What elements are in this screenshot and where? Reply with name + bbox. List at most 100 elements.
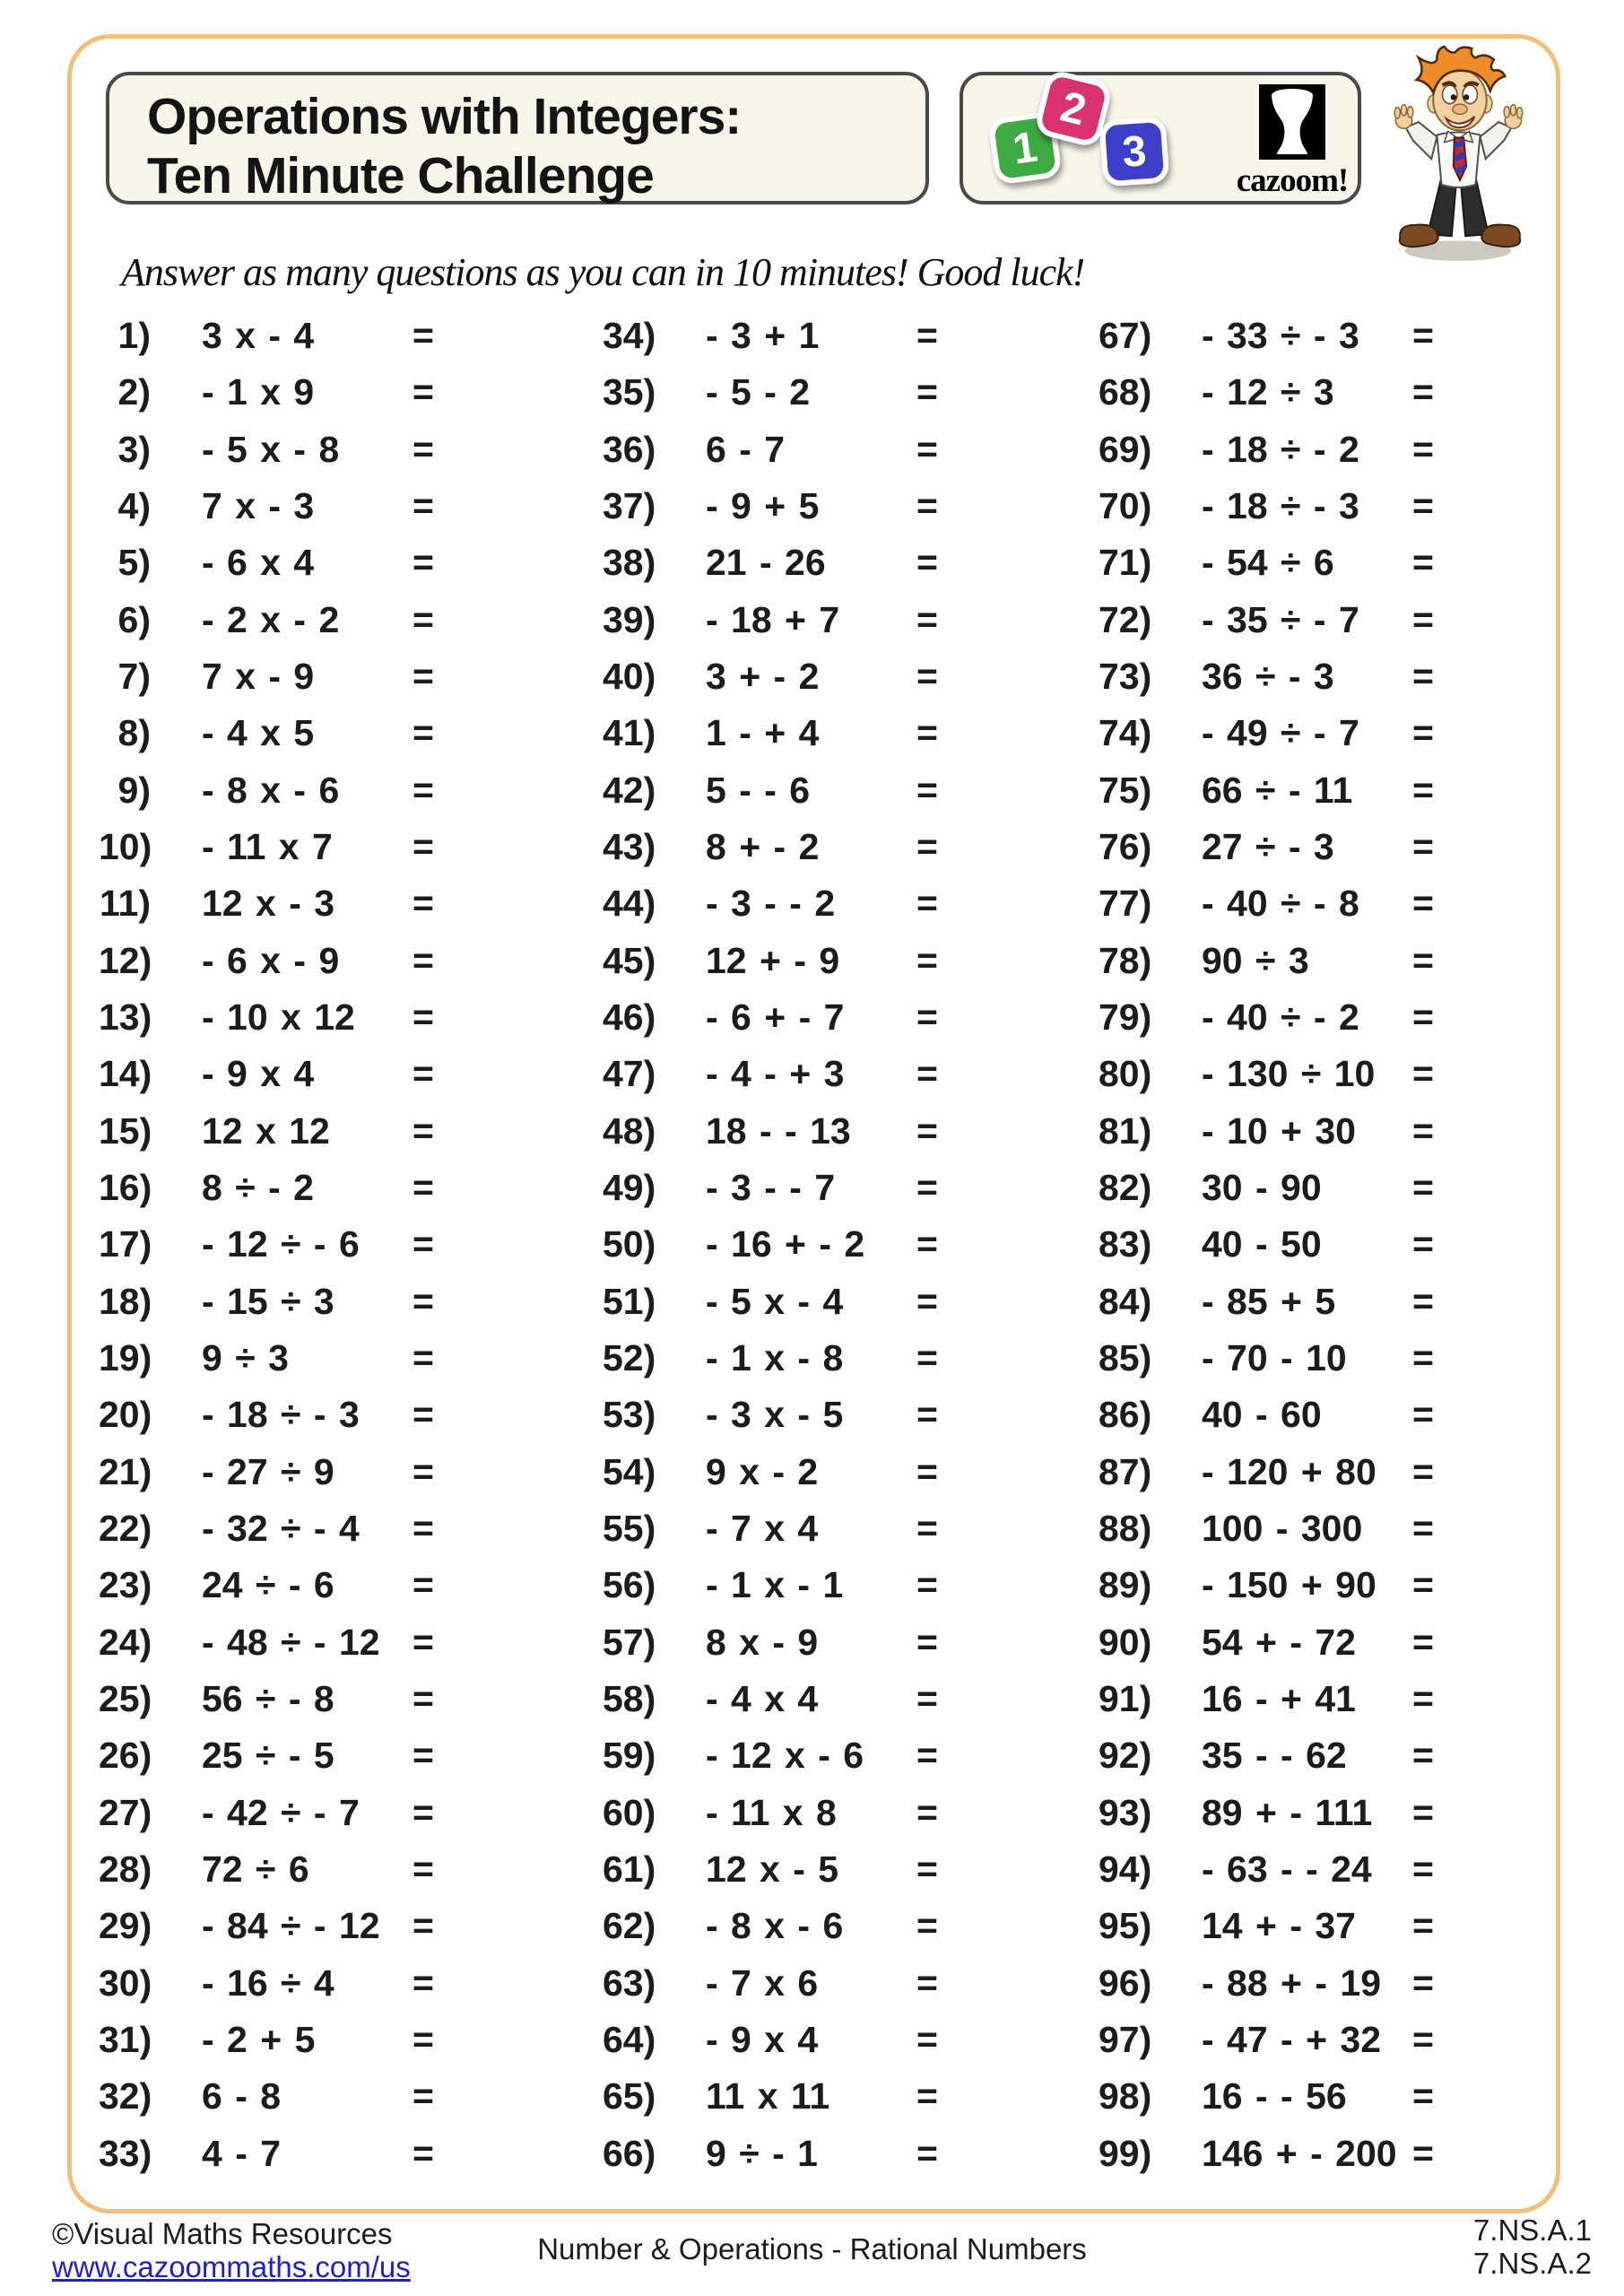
equals-sign: = bbox=[1412, 1621, 1434, 1663]
equals-sign: = bbox=[1412, 2019, 1434, 2061]
question-expression: 24 ÷ - 6 bbox=[202, 1564, 334, 1606]
equals-sign: = bbox=[1412, 1961, 1434, 2004]
question-row: 40) 3 + - 2 = bbox=[603, 648, 1015, 705]
question-row: 6) - 2 x - 2 = bbox=[99, 592, 511, 648]
question-row: 41) 1 - + 4 = bbox=[603, 705, 1015, 761]
equals-sign: = bbox=[413, 315, 434, 357]
question-row: 68) - 12 ÷ 3 = bbox=[1099, 364, 1511, 421]
question-row: 55) - 7 x 4 = bbox=[603, 1500, 1015, 1557]
question-row: 67) - 33 ÷ - 3 = bbox=[1099, 308, 1511, 364]
equals-sign: = bbox=[413, 2132, 434, 2174]
question-row: 85) - 70 - 10 = bbox=[1099, 1330, 1511, 1387]
question-row: 15) 12 x 12 = bbox=[99, 1103, 511, 1160]
equals-sign: = bbox=[1412, 1337, 1434, 1379]
question-number: 35) bbox=[603, 371, 656, 413]
question-number: 79) bbox=[1099, 996, 1152, 1039]
question-expression: 35 - - 62 bbox=[1202, 1735, 1347, 1777]
question-row: 29) - 84 ÷ - 12 = bbox=[99, 1898, 511, 1954]
question-number: 44) bbox=[603, 883, 656, 925]
question-number: 65) bbox=[603, 2075, 656, 2118]
question-number: 1) bbox=[117, 315, 151, 357]
question-number: 36) bbox=[603, 428, 656, 470]
equals-sign: = bbox=[1412, 428, 1434, 470]
equals-sign: = bbox=[916, 1280, 938, 1322]
question-expression: 8 ÷ - 2 bbox=[202, 1167, 314, 1209]
question-row: 89) - 150 + 90 = bbox=[1099, 1557, 1511, 1613]
equals-sign: = bbox=[413, 1621, 434, 1663]
question-number: 95) bbox=[1099, 1905, 1152, 1947]
equals-sign: = bbox=[413, 883, 434, 925]
question-row: 61) 12 x - 5 = bbox=[603, 1841, 1015, 1898]
question-row: 99) 146 + - 200 = bbox=[1099, 2126, 1511, 2182]
question-number: 23) bbox=[99, 1564, 152, 1606]
question-expression: 56 ÷ - 8 bbox=[202, 1678, 334, 1720]
question-number: 5) bbox=[117, 542, 151, 584]
question-expression: - 11 x 7 bbox=[202, 826, 333, 868]
question-expression: - 1 x 9 bbox=[202, 371, 315, 413]
website-link[interactable]: www.cazoommaths.com/us bbox=[52, 2250, 411, 2283]
question-row: 72) - 35 ÷ - 7 = bbox=[1099, 592, 1511, 648]
tile-2-label: 2 bbox=[1055, 83, 1091, 135]
question-expression: 9 ÷ - 1 bbox=[706, 2132, 818, 2174]
question-row: 32) 6 - 8 = bbox=[99, 2068, 511, 2125]
question-expression: - 4 x 5 bbox=[202, 712, 315, 754]
question-row: 4) 7 x - 3 = bbox=[99, 478, 511, 535]
question-row: 21) - 27 ÷ 9 = bbox=[99, 1444, 511, 1500]
question-row: 81) - 10 + 30 = bbox=[1099, 1103, 1511, 1160]
equals-sign: = bbox=[413, 1223, 434, 1265]
question-row: 3) - 5 x - 8 = bbox=[99, 422, 511, 478]
equals-sign: = bbox=[413, 1337, 434, 1379]
equals-sign: = bbox=[1412, 1450, 1434, 1492]
equals-sign: = bbox=[1412, 1223, 1434, 1265]
equals-sign: = bbox=[413, 428, 434, 470]
question-row: 69) - 18 ÷ - 2 = bbox=[1099, 422, 1511, 478]
question-number: 97) bbox=[1099, 2019, 1152, 2061]
question-number: 46) bbox=[603, 996, 656, 1039]
equals-sign: = bbox=[916, 712, 938, 754]
question-number: 21) bbox=[99, 1450, 152, 1492]
question-number: 57) bbox=[603, 1621, 656, 1663]
question-number: 85) bbox=[1099, 1337, 1152, 1379]
question-row: 2) - 1 x 9 = bbox=[99, 364, 511, 421]
question-number: 42) bbox=[603, 769, 656, 811]
equals-sign: = bbox=[916, 1791, 938, 1833]
question-number: 38) bbox=[603, 542, 656, 584]
equals-sign: = bbox=[413, 1735, 434, 1777]
question-number: 87) bbox=[1099, 1450, 1152, 1492]
question-number: 55) bbox=[603, 1508, 656, 1550]
question-number: 68) bbox=[1099, 371, 1152, 413]
question-row: 82) 30 - 90 = bbox=[1099, 1160, 1511, 1216]
equals-sign: = bbox=[1412, 598, 1434, 640]
question-row: 18) - 15 ÷ 3 = bbox=[99, 1274, 511, 1330]
question-row: 50) - 16 + - 2 = bbox=[603, 1216, 1015, 1273]
equals-sign: = bbox=[916, 2019, 938, 2061]
question-number: 54) bbox=[603, 1450, 656, 1492]
question-expression: - 18 + 7 bbox=[706, 598, 840, 640]
question-number: 24) bbox=[99, 1621, 152, 1663]
question-row: 90) 54 + - 72 = bbox=[1099, 1614, 1511, 1671]
question-expression: 12 x 12 bbox=[202, 1109, 330, 1152]
question-row: 42) 5 - - 6 = bbox=[603, 762, 1015, 819]
question-number: 45) bbox=[603, 939, 656, 981]
question-number: 88) bbox=[1099, 1508, 1152, 1550]
equals-sign: = bbox=[1412, 712, 1434, 754]
question-number: 3) bbox=[117, 428, 151, 470]
tile-3-label: 3 bbox=[1120, 126, 1149, 177]
question-number: 15) bbox=[99, 1109, 152, 1152]
question-expression: - 6 + - 7 bbox=[706, 996, 845, 1039]
question-expression: - 1 x - 8 bbox=[706, 1337, 844, 1379]
question-row: 84) - 85 + 5 = bbox=[1099, 1274, 1511, 1330]
question-expression: - 9 x 4 bbox=[706, 2019, 819, 2061]
equals-sign: = bbox=[413, 1848, 434, 1891]
question-row: 75) 66 ÷ - 11 = bbox=[1099, 762, 1511, 819]
question-number: 69) bbox=[1099, 428, 1152, 470]
equals-sign: = bbox=[413, 1791, 434, 1833]
question-expression: 40 - 60 bbox=[1202, 1394, 1322, 1436]
question-expression: - 48 ÷ - 12 bbox=[202, 1621, 380, 1663]
question-expression: - 84 ÷ - 12 bbox=[202, 1905, 380, 1947]
footer-topic-text: Number & Operations - Rational Numbers bbox=[537, 2232, 1087, 2266]
equals-sign: = bbox=[916, 1905, 938, 1947]
equals-sign: = bbox=[413, 656, 434, 698]
question-number: 14) bbox=[99, 1053, 152, 1095]
question-number: 60) bbox=[603, 1791, 656, 1833]
